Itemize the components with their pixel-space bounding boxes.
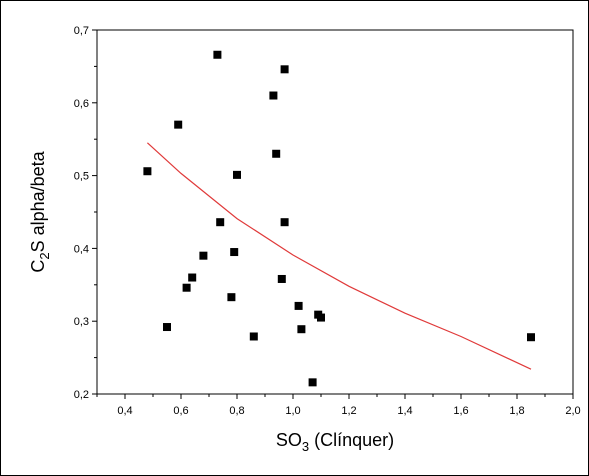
data-point	[249, 332, 258, 341]
x-tick-label: 2,0	[565, 405, 580, 417]
data-point	[277, 274, 286, 283]
y-tick-label: 0,7	[74, 25, 89, 37]
data-point	[272, 149, 281, 158]
data-point	[308, 378, 317, 387]
data-point	[174, 120, 183, 129]
data-point	[199, 251, 208, 260]
data-point	[269, 91, 278, 100]
y-tick-label: 0,4	[74, 243, 89, 255]
data-point	[163, 323, 171, 332]
y-tick-label: 0,5	[74, 171, 89, 183]
data-point	[233, 170, 241, 179]
data-point	[317, 313, 325, 322]
data-point	[227, 293, 236, 302]
y-tick-label: 0,2	[74, 389, 89, 401]
x-tick-label: 1,8	[509, 405, 524, 417]
data-point	[527, 333, 535, 342]
y-tick-label: 0,3	[74, 316, 89, 328]
y-axis-title: C2S alpha/beta	[28, 150, 52, 272]
x-tick-label: 0,4	[117, 405, 132, 417]
data-point	[230, 248, 239, 257]
x-tick-label: 1,0	[285, 405, 300, 417]
data-point	[280, 65, 289, 74]
data-point	[182, 283, 191, 292]
data-point	[188, 273, 197, 282]
data-point	[143, 167, 152, 176]
data-point	[213, 50, 222, 59]
plot-area-border	[96, 29, 574, 395]
x-axis-title: SO3 (Clínquer)	[276, 430, 394, 454]
x-tick-label: 1,2	[341, 405, 356, 417]
x-tick-label: 0,6	[173, 405, 188, 417]
data-point	[216, 218, 225, 227]
x-tick-label: 1,4	[397, 405, 412, 417]
data-point	[280, 218, 289, 227]
y-tick-label: 0,6	[74, 98, 89, 110]
data-point	[294, 301, 303, 310]
data-point	[297, 325, 306, 334]
x-tick-label: 1,6	[453, 405, 468, 417]
fit-curve	[146, 142, 532, 370]
x-tick-label: 0,8	[229, 405, 244, 417]
